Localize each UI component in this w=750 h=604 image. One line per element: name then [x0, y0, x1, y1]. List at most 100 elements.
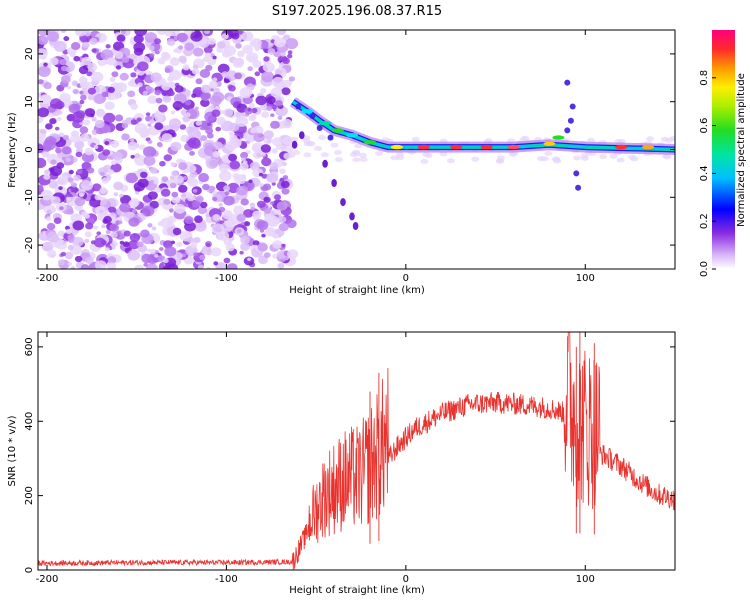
noise-blob [81, 56, 92, 66]
signal-streak [349, 212, 355, 221]
noise-blob [164, 246, 177, 257]
noise-blob [236, 196, 241, 201]
noise-blob [225, 243, 235, 252]
noise-blob [143, 146, 156, 158]
noise-blob [178, 162, 188, 171]
colorbar-tick-label: 0.2 [699, 213, 710, 229]
noise-blob [662, 153, 671, 159]
noise-blob [92, 183, 102, 192]
noise-blob [261, 111, 270, 118]
noise-blob [154, 50, 160, 55]
noise-blob [101, 177, 110, 184]
noise-blob [264, 208, 271, 214]
noise-blob [219, 170, 232, 182]
signal-blob [295, 103, 302, 110]
spectrogram-ylabel: Frequency (Hz) [7, 112, 18, 188]
noise-blob [103, 112, 116, 124]
noise-blob [208, 185, 216, 192]
noise-blob [114, 114, 124, 122]
noise-blob [211, 223, 225, 235]
noise-blob [59, 206, 64, 211]
noise-blob [120, 30, 126, 35]
noise-blob [205, 213, 210, 218]
noise-blob [133, 34, 144, 44]
noise-blob [224, 191, 230, 196]
noise-blob [44, 169, 51, 175]
noise-blob [540, 156, 549, 162]
noise-blob [120, 194, 132, 205]
noise-blob [39, 94, 52, 105]
noise-blob [119, 193, 124, 198]
noise-blob [163, 198, 171, 205]
noise-blob [119, 72, 129, 81]
noise-blob [669, 136, 675, 142]
colorbar-label: Normalized spectral amplitude [736, 73, 747, 227]
noise-blob [266, 105, 273, 111]
noise-blob [112, 151, 123, 161]
noise-blob [181, 253, 186, 258]
noise-blob [352, 157, 361, 163]
noise-blob [135, 191, 140, 195]
noise-blob [110, 231, 118, 239]
noise-blob [205, 158, 219, 170]
noise-blob [104, 247, 110, 252]
signal-hotspot [390, 144, 403, 150]
noise-blob [147, 191, 158, 200]
noise-blob [128, 199, 139, 209]
noise-blob [158, 104, 168, 113]
noise-blob [190, 242, 198, 249]
noise-blob [302, 135, 311, 141]
noise-blob [82, 119, 91, 126]
noise-blob [257, 242, 268, 252]
noise-blob [263, 196, 271, 203]
noise-blob [211, 109, 221, 117]
signal-blob [564, 127, 571, 134]
noise-blob [193, 252, 198, 257]
noise-blob [212, 196, 218, 202]
noise-blob [161, 133, 173, 143]
noise-blob [38, 35, 48, 45]
noise-blob [240, 174, 247, 179]
noise-blob [159, 247, 164, 251]
noise-blob [241, 31, 254, 42]
noise-blob [184, 216, 194, 225]
noise-blob [197, 206, 208, 215]
noise-blob [94, 119, 105, 129]
noise-blob [178, 45, 184, 50]
noise-blob [229, 160, 241, 170]
noise-blob [93, 145, 99, 149]
noise-blob [70, 188, 76, 193]
noise-blob [130, 103, 139, 110]
noise-blob [50, 207, 57, 213]
signal-hotspot [615, 144, 628, 150]
signal-streak [299, 131, 305, 140]
noise-blob [184, 100, 192, 106]
noise-blob [212, 151, 221, 158]
noise-blob [252, 210, 262, 219]
noise-blob [194, 215, 203, 223]
x-tick-label: 100 [576, 273, 595, 284]
noise-blob [173, 48, 178, 53]
noise-blob [252, 240, 260, 246]
noise-blob [521, 135, 530, 141]
noise-blob [78, 66, 89, 75]
colorbar-axes: 0.0 0.2 0.4 0.6 0.8 [699, 70, 716, 277]
noise-blob [261, 106, 266, 111]
noise-blob [40, 190, 53, 201]
signal-hotspot [552, 135, 565, 140]
noise-blob [63, 36, 70, 42]
noise-blob [276, 30, 287, 36]
noise-blob [168, 90, 175, 96]
noise-blob [212, 214, 221, 221]
noise-blob [274, 37, 286, 48]
noise-blob [320, 152, 329, 158]
noise-blob [84, 147, 94, 156]
noise-blob [65, 157, 72, 163]
noise-blob [197, 264, 205, 269]
noise-blob [155, 250, 159, 254]
noise-blob [253, 132, 265, 143]
noise-blob [239, 162, 249, 171]
noise-blob [229, 134, 238, 142]
